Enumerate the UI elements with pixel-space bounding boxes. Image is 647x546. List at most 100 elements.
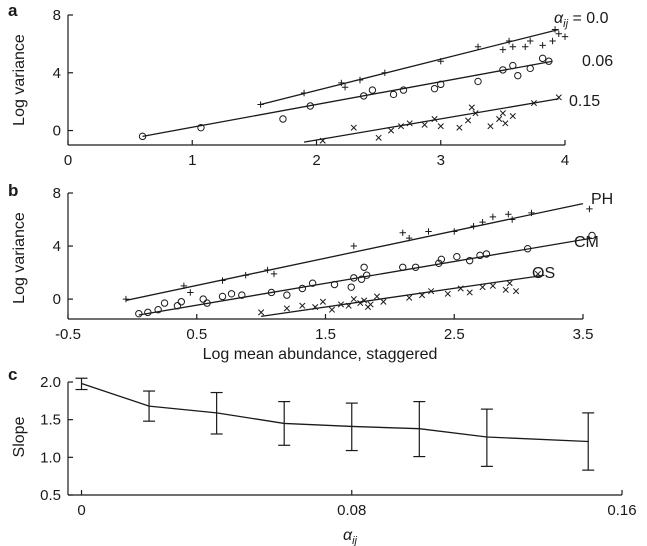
a-data-point <box>487 123 494 130</box>
b-data-point <box>350 274 358 282</box>
c-slope-line <box>81 382 589 443</box>
a-data-point <box>505 37 513 45</box>
a-x-tick-label: 1 <box>188 152 196 169</box>
a-x-tick-label: 0 <box>64 152 72 169</box>
panel-c-ylabel: Slope <box>11 416 28 457</box>
b-data-point <box>299 302 306 309</box>
a-data-point <box>468 104 475 111</box>
c-x-tick-label: 0.16 <box>607 502 636 519</box>
a-data-point <box>319 137 326 144</box>
b-data-point <box>160 299 169 307</box>
series-label-0.15: 0.15 <box>569 93 600 110</box>
a-data-point <box>381 69 389 76</box>
b-data-point <box>418 292 426 299</box>
b-data-point <box>437 255 446 264</box>
panel-a-label: a <box>8 1 18 20</box>
a-data-point <box>561 33 569 40</box>
a-regression-line <box>303 98 559 143</box>
a-data-point <box>437 58 444 65</box>
alpha-subscript: ij <box>563 18 568 30</box>
b-data-point <box>528 209 535 217</box>
a-data-point <box>406 120 413 127</box>
a-data-point <box>499 66 507 74</box>
alpha-symbol: α <box>343 527 353 544</box>
a-x-tick-label: 3 <box>437 152 445 169</box>
panel-a: a Log variance 0 1 2 3 4 0 4 8 αij = 0.0 0.06 0… <box>8 1 613 169</box>
c-y-tick-label: 0.5 <box>40 487 61 504</box>
b-data-point <box>330 280 339 289</box>
b-data-point <box>399 229 406 236</box>
series-label-cm: CM <box>574 234 599 251</box>
b-data-point <box>258 309 265 316</box>
panel-a-ylabel: Log variance <box>11 34 28 126</box>
a-data-point <box>502 120 509 127</box>
a-data-point <box>522 43 529 50</box>
a-data-point <box>341 84 349 91</box>
a-data-point <box>387 127 395 134</box>
b-data-point <box>283 291 291 299</box>
a-data-point <box>509 43 517 50</box>
c-x-tick-label: 0.08 <box>337 502 366 519</box>
b-data-point <box>187 289 194 296</box>
a-data-point <box>431 115 438 123</box>
b-regression-line <box>125 202 584 302</box>
b-data-point <box>144 308 152 317</box>
panel-c-xlabel: αij <box>343 527 358 546</box>
a-y-tick-label: 0 <box>53 123 61 140</box>
panel-c-series <box>75 377 595 471</box>
a-data-point <box>474 77 482 86</box>
b-x-tick-label: -0.5 <box>55 326 81 343</box>
series-label-0.06: 0.06 <box>582 53 613 70</box>
a-data-point <box>421 121 428 128</box>
b-data-point <box>173 302 182 310</box>
b-data-point <box>457 285 464 292</box>
a-data-point <box>530 100 538 107</box>
b-data-point <box>588 231 596 240</box>
a-y-tick-label: 8 <box>53 7 61 24</box>
alpha-value-0: 0.0 <box>586 10 608 27</box>
b-y-tick-label: 8 <box>53 185 61 202</box>
a-data-point <box>356 76 364 84</box>
a-data-point <box>360 92 368 100</box>
a-data-point <box>138 132 147 141</box>
b-data-point <box>350 242 358 250</box>
b-data-point <box>380 298 387 305</box>
a-data-point <box>499 110 506 117</box>
b-data-point <box>227 290 236 298</box>
panel-b-ylabel: Log variance <box>11 212 28 304</box>
b-data-point <box>508 216 516 223</box>
a-data-point <box>397 123 405 130</box>
a-data-point <box>499 46 507 53</box>
panel-b-axes: -0.5 0.5 1.5 2.5 3.5 0 4 8 <box>53 185 594 343</box>
a-data-point <box>300 89 308 97</box>
panel-c-axes: 0 0.08 0.16 2.0 1.5 1.0 0.5 <box>40 374 636 519</box>
b-data-point <box>203 299 211 307</box>
a-data-point <box>338 79 345 87</box>
b-data-point <box>177 298 186 306</box>
a-data-point <box>474 43 482 50</box>
b-data-point <box>479 218 486 226</box>
b-data-point <box>406 294 413 301</box>
panel-a-series-labels: αij = 0.0 0.06 0.15 <box>554 10 613 110</box>
b-data-point <box>199 295 207 303</box>
panel-b: b Log variance Log mean abundance, stagg… <box>8 181 613 363</box>
a-x-tick-label: 4 <box>561 152 569 169</box>
b-x-tick-label: 3.5 <box>573 326 594 343</box>
b-data-point <box>505 211 512 218</box>
series-label-alpha-0: αij = 0.0 <box>554 10 609 30</box>
a-data-point <box>456 124 463 131</box>
b-data-point <box>270 270 278 278</box>
b-data-point <box>502 286 509 293</box>
panel-b-xlabel: Log mean abundance, staggered <box>203 346 438 363</box>
b-data-point <box>357 275 366 283</box>
panel-b-series-labels: PH CM OS <box>532 191 613 282</box>
b-x-tick-label: 2.5 <box>444 326 465 343</box>
b-data-point <box>373 293 381 300</box>
a-y-tick-label: 4 <box>53 65 61 82</box>
b-data-point <box>489 213 497 221</box>
b-regression-line <box>261 274 545 317</box>
b-data-point <box>361 297 368 304</box>
a-data-point <box>555 94 562 101</box>
panel-a-series <box>138 26 569 144</box>
a-data-point <box>375 134 382 141</box>
